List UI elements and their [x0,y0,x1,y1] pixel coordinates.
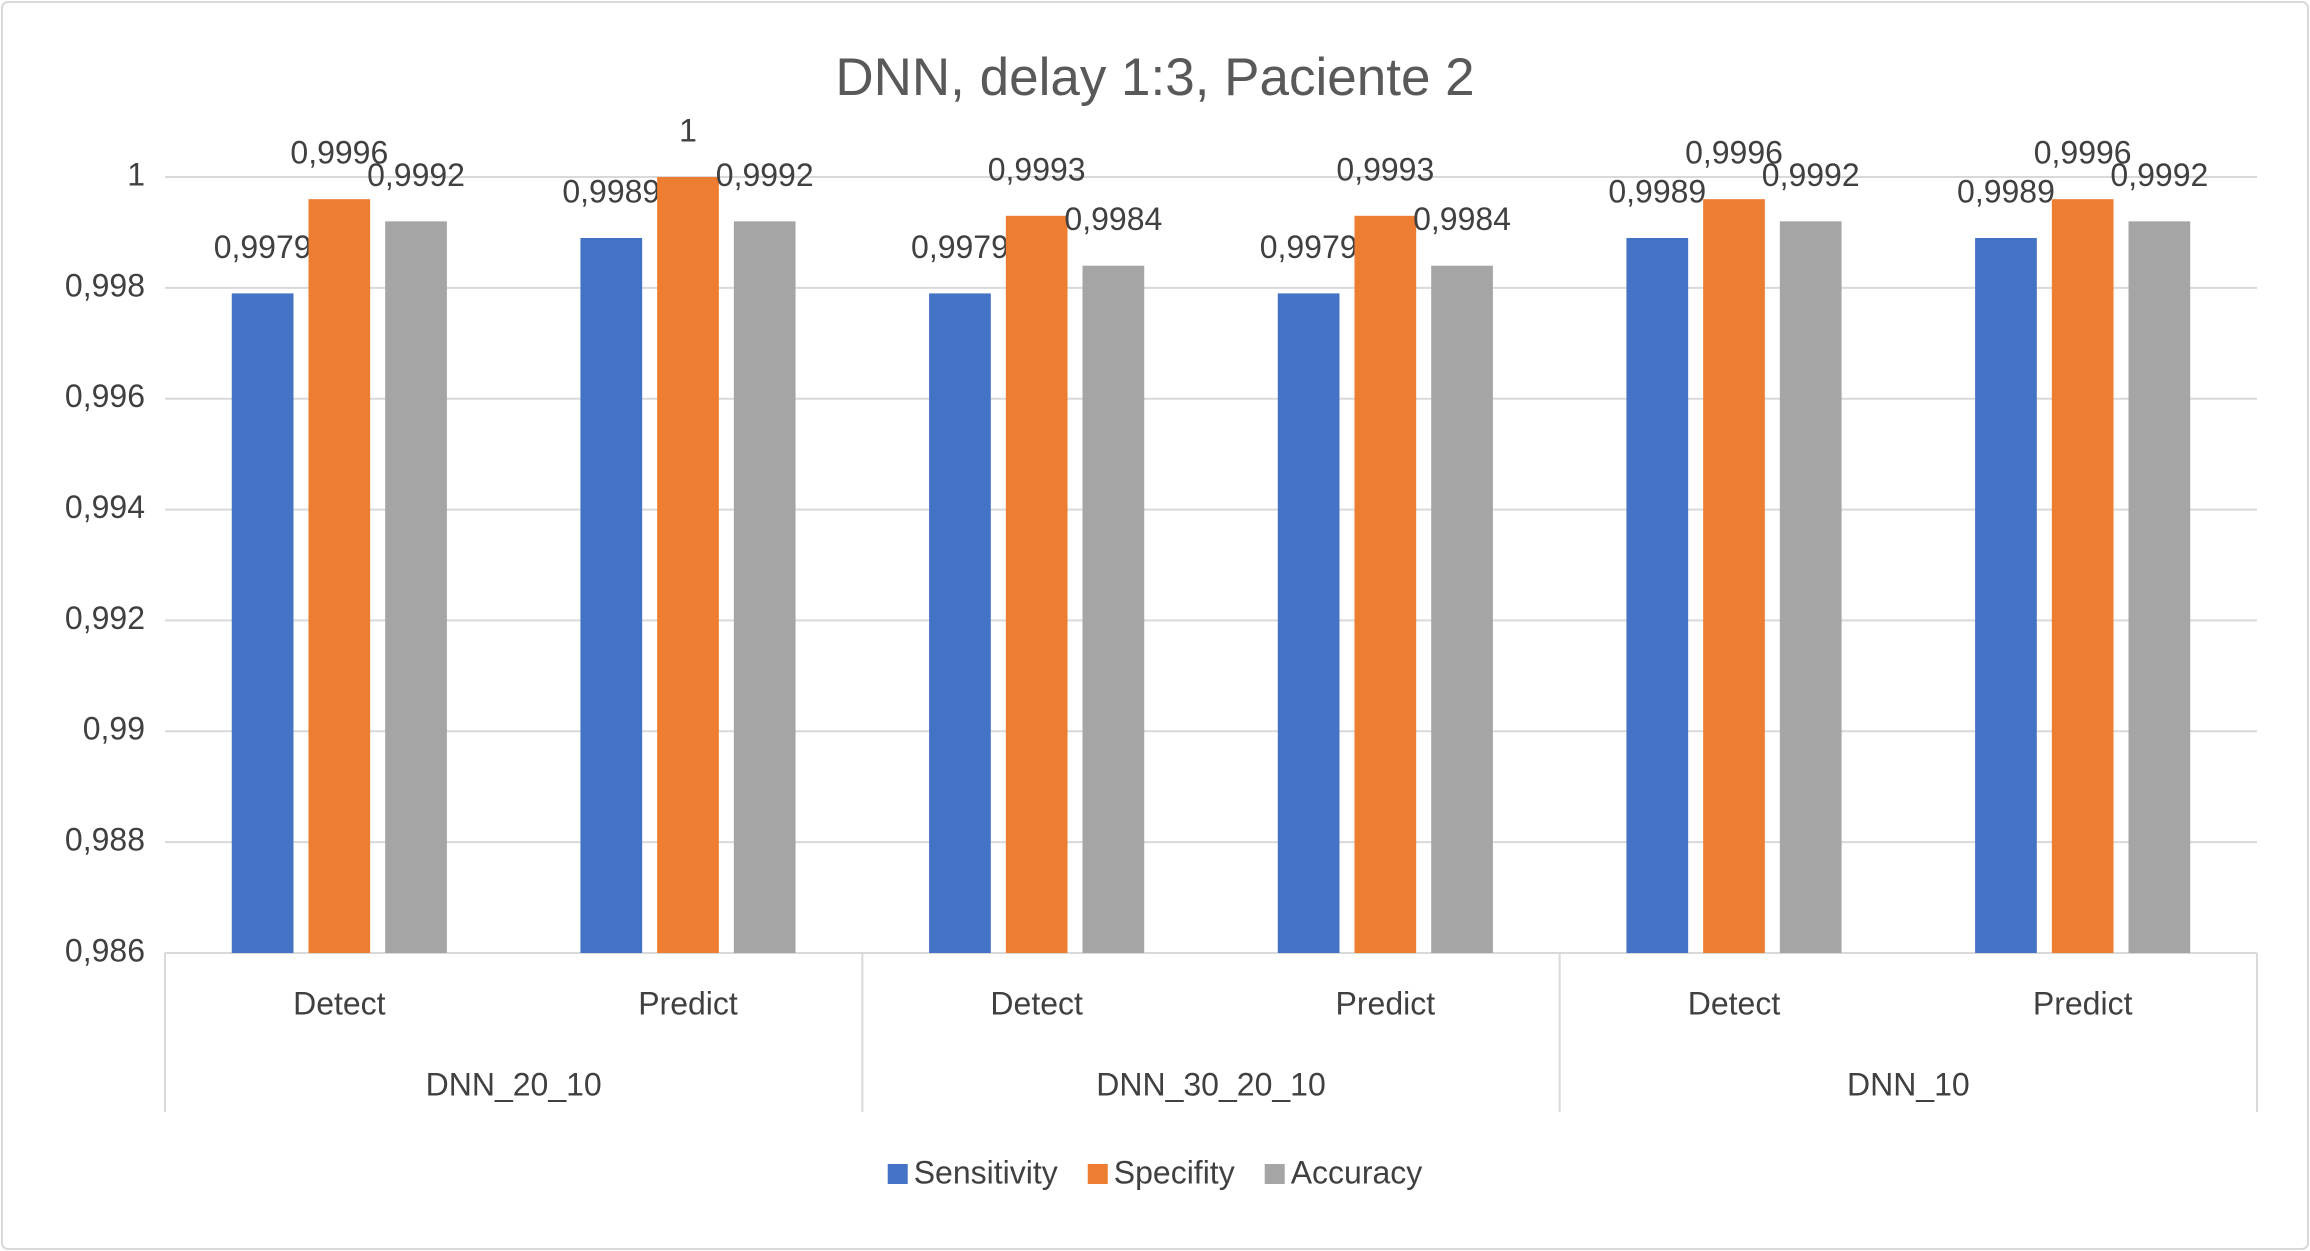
bar [1626,237,1689,953]
x-tick-label: Predict [1336,985,1436,1021]
data-label: 0,9984 [1064,201,1162,237]
data-label: 0,9996 [2034,135,2132,171]
bar [1354,215,1417,954]
y-tick-label: 0,986 [65,932,145,968]
data-label: 0,9993 [1336,151,1434,187]
bar [385,221,447,954]
data-label: 0,9992 [1762,157,1860,193]
data-label: 0,9979 [214,229,312,265]
data-label: 0,9992 [716,157,814,193]
y-tick-label: 0,988 [65,822,145,858]
data-label: 1 [679,112,697,148]
data-label: 0,9996 [290,135,388,171]
data-label: 0,9984 [1413,201,1511,237]
y-tick-label: 0,998 [65,267,145,303]
x-tick-label: Predict [2033,985,2133,1021]
x-tick-label: Predict [638,985,738,1021]
bar [1975,237,2037,953]
y-tick-label: 1 [127,156,145,192]
legend-label: Specifity [1114,1154,1235,1190]
data-label: 0,9989 [562,173,660,209]
data-label: 0,9996 [1685,135,1783,171]
x-tick-label: Detect [1688,985,1781,1021]
legend-swatch [887,1164,908,1184]
legend-swatch [1264,1164,1285,1184]
legend-label: Accuracy [1291,1154,1423,1190]
y-tick-label: 0,996 [65,378,145,414]
data-label: 0,9989 [1608,173,1706,209]
bar [1779,221,1842,954]
bar [657,177,719,953]
data-label: 0,9992 [2110,157,2208,193]
bar [580,237,643,953]
bar [929,293,991,953]
bar [1431,265,1493,954]
data-label: 0,9979 [1260,229,1358,265]
chart-title: DNN, delay 1:3, Paciente 2 [835,48,1474,107]
bar [733,221,796,954]
bar [1277,293,1340,953]
legend-label: Sensitivity [914,1154,1058,1190]
x-tick-label: Detect [990,985,1083,1021]
bar [1082,265,1145,954]
bar [2051,199,2114,953]
group-label: DNN_10 [1847,1066,1970,1102]
data-label: 0,9992 [367,157,465,193]
y-tick-label: 0,994 [65,489,145,525]
bar [2128,221,2191,954]
data-label: 0,9993 [988,151,1086,187]
data-label: 0,9989 [1957,173,2055,209]
y-tick-label: 0,992 [65,600,145,636]
bar [308,199,371,953]
data-label: 0,9979 [911,229,1009,265]
y-tick-label: 0,99 [83,711,145,747]
bar [231,293,294,953]
bar [1005,215,1068,954]
bar [1703,199,1765,953]
group-label: DNN_30_20_10 [1096,1066,1326,1102]
legend-swatch [1087,1164,1108,1184]
x-tick-label: Detect [293,985,386,1021]
group-label: DNN_20_10 [426,1066,602,1102]
